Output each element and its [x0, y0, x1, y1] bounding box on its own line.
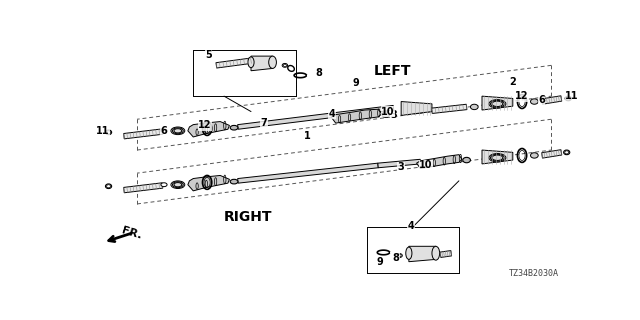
Polygon shape [401, 101, 432, 116]
Ellipse shape [410, 106, 424, 113]
Ellipse shape [531, 153, 538, 158]
Text: 8: 8 [316, 68, 322, 78]
Text: 4: 4 [408, 220, 415, 230]
Text: 3: 3 [398, 162, 404, 172]
Ellipse shape [106, 184, 111, 188]
Text: 12: 12 [198, 120, 212, 131]
Ellipse shape [463, 157, 470, 163]
Polygon shape [124, 183, 163, 193]
Ellipse shape [161, 129, 167, 133]
Ellipse shape [172, 182, 183, 188]
Ellipse shape [107, 131, 111, 134]
Ellipse shape [564, 151, 568, 154]
Text: LEFT: LEFT [374, 64, 412, 78]
Text: 10: 10 [381, 107, 395, 116]
Ellipse shape [489, 154, 506, 162]
Text: 6: 6 [538, 95, 545, 105]
Polygon shape [331, 109, 382, 123]
Ellipse shape [470, 104, 478, 110]
Polygon shape [251, 56, 273, 71]
Ellipse shape [490, 154, 504, 161]
Polygon shape [124, 129, 163, 139]
Ellipse shape [248, 57, 254, 68]
Ellipse shape [107, 185, 111, 188]
Ellipse shape [161, 183, 167, 187]
Polygon shape [237, 163, 378, 183]
Text: 1: 1 [304, 131, 310, 141]
Ellipse shape [106, 130, 111, 135]
Text: 8: 8 [392, 253, 399, 263]
Text: 9: 9 [353, 78, 359, 88]
Ellipse shape [411, 107, 422, 112]
Polygon shape [188, 122, 230, 137]
Polygon shape [482, 150, 513, 164]
Ellipse shape [408, 105, 425, 114]
Polygon shape [541, 150, 562, 158]
Text: 7: 7 [260, 118, 268, 128]
Ellipse shape [171, 127, 185, 135]
Ellipse shape [397, 254, 403, 258]
Text: 6: 6 [161, 126, 168, 136]
Text: 3: 3 [390, 110, 397, 120]
Text: RIGHT: RIGHT [224, 210, 273, 224]
Ellipse shape [489, 100, 506, 108]
Polygon shape [409, 246, 436, 262]
Polygon shape [482, 96, 513, 110]
Text: 12: 12 [515, 91, 529, 101]
Polygon shape [378, 159, 420, 168]
Ellipse shape [174, 183, 182, 187]
Ellipse shape [230, 179, 238, 184]
Text: 11: 11 [97, 126, 110, 136]
Text: 10: 10 [419, 160, 433, 171]
Ellipse shape [230, 125, 238, 130]
Ellipse shape [269, 56, 276, 68]
Ellipse shape [564, 150, 570, 155]
Ellipse shape [171, 181, 185, 188]
Polygon shape [541, 96, 562, 104]
Text: 9: 9 [377, 257, 384, 267]
Text: TZ34B2030A: TZ34B2030A [509, 268, 559, 277]
Polygon shape [216, 58, 252, 68]
Text: 11: 11 [565, 91, 579, 101]
Ellipse shape [172, 128, 183, 134]
Ellipse shape [432, 246, 440, 260]
Ellipse shape [490, 100, 504, 107]
Polygon shape [431, 104, 467, 114]
Ellipse shape [382, 112, 390, 117]
Ellipse shape [398, 254, 401, 257]
Polygon shape [188, 175, 230, 191]
Ellipse shape [282, 63, 287, 67]
Ellipse shape [284, 64, 287, 67]
Polygon shape [440, 251, 452, 257]
Ellipse shape [565, 96, 572, 101]
Text: 2: 2 [509, 77, 516, 87]
Ellipse shape [492, 101, 503, 107]
Ellipse shape [174, 129, 182, 133]
Text: 4: 4 [328, 109, 335, 119]
Text: FR.: FR. [120, 225, 143, 241]
Polygon shape [237, 105, 394, 129]
Ellipse shape [566, 97, 570, 100]
Polygon shape [417, 155, 462, 169]
Ellipse shape [492, 155, 503, 160]
Ellipse shape [406, 247, 412, 260]
Ellipse shape [531, 99, 538, 104]
Text: 5: 5 [205, 50, 212, 60]
